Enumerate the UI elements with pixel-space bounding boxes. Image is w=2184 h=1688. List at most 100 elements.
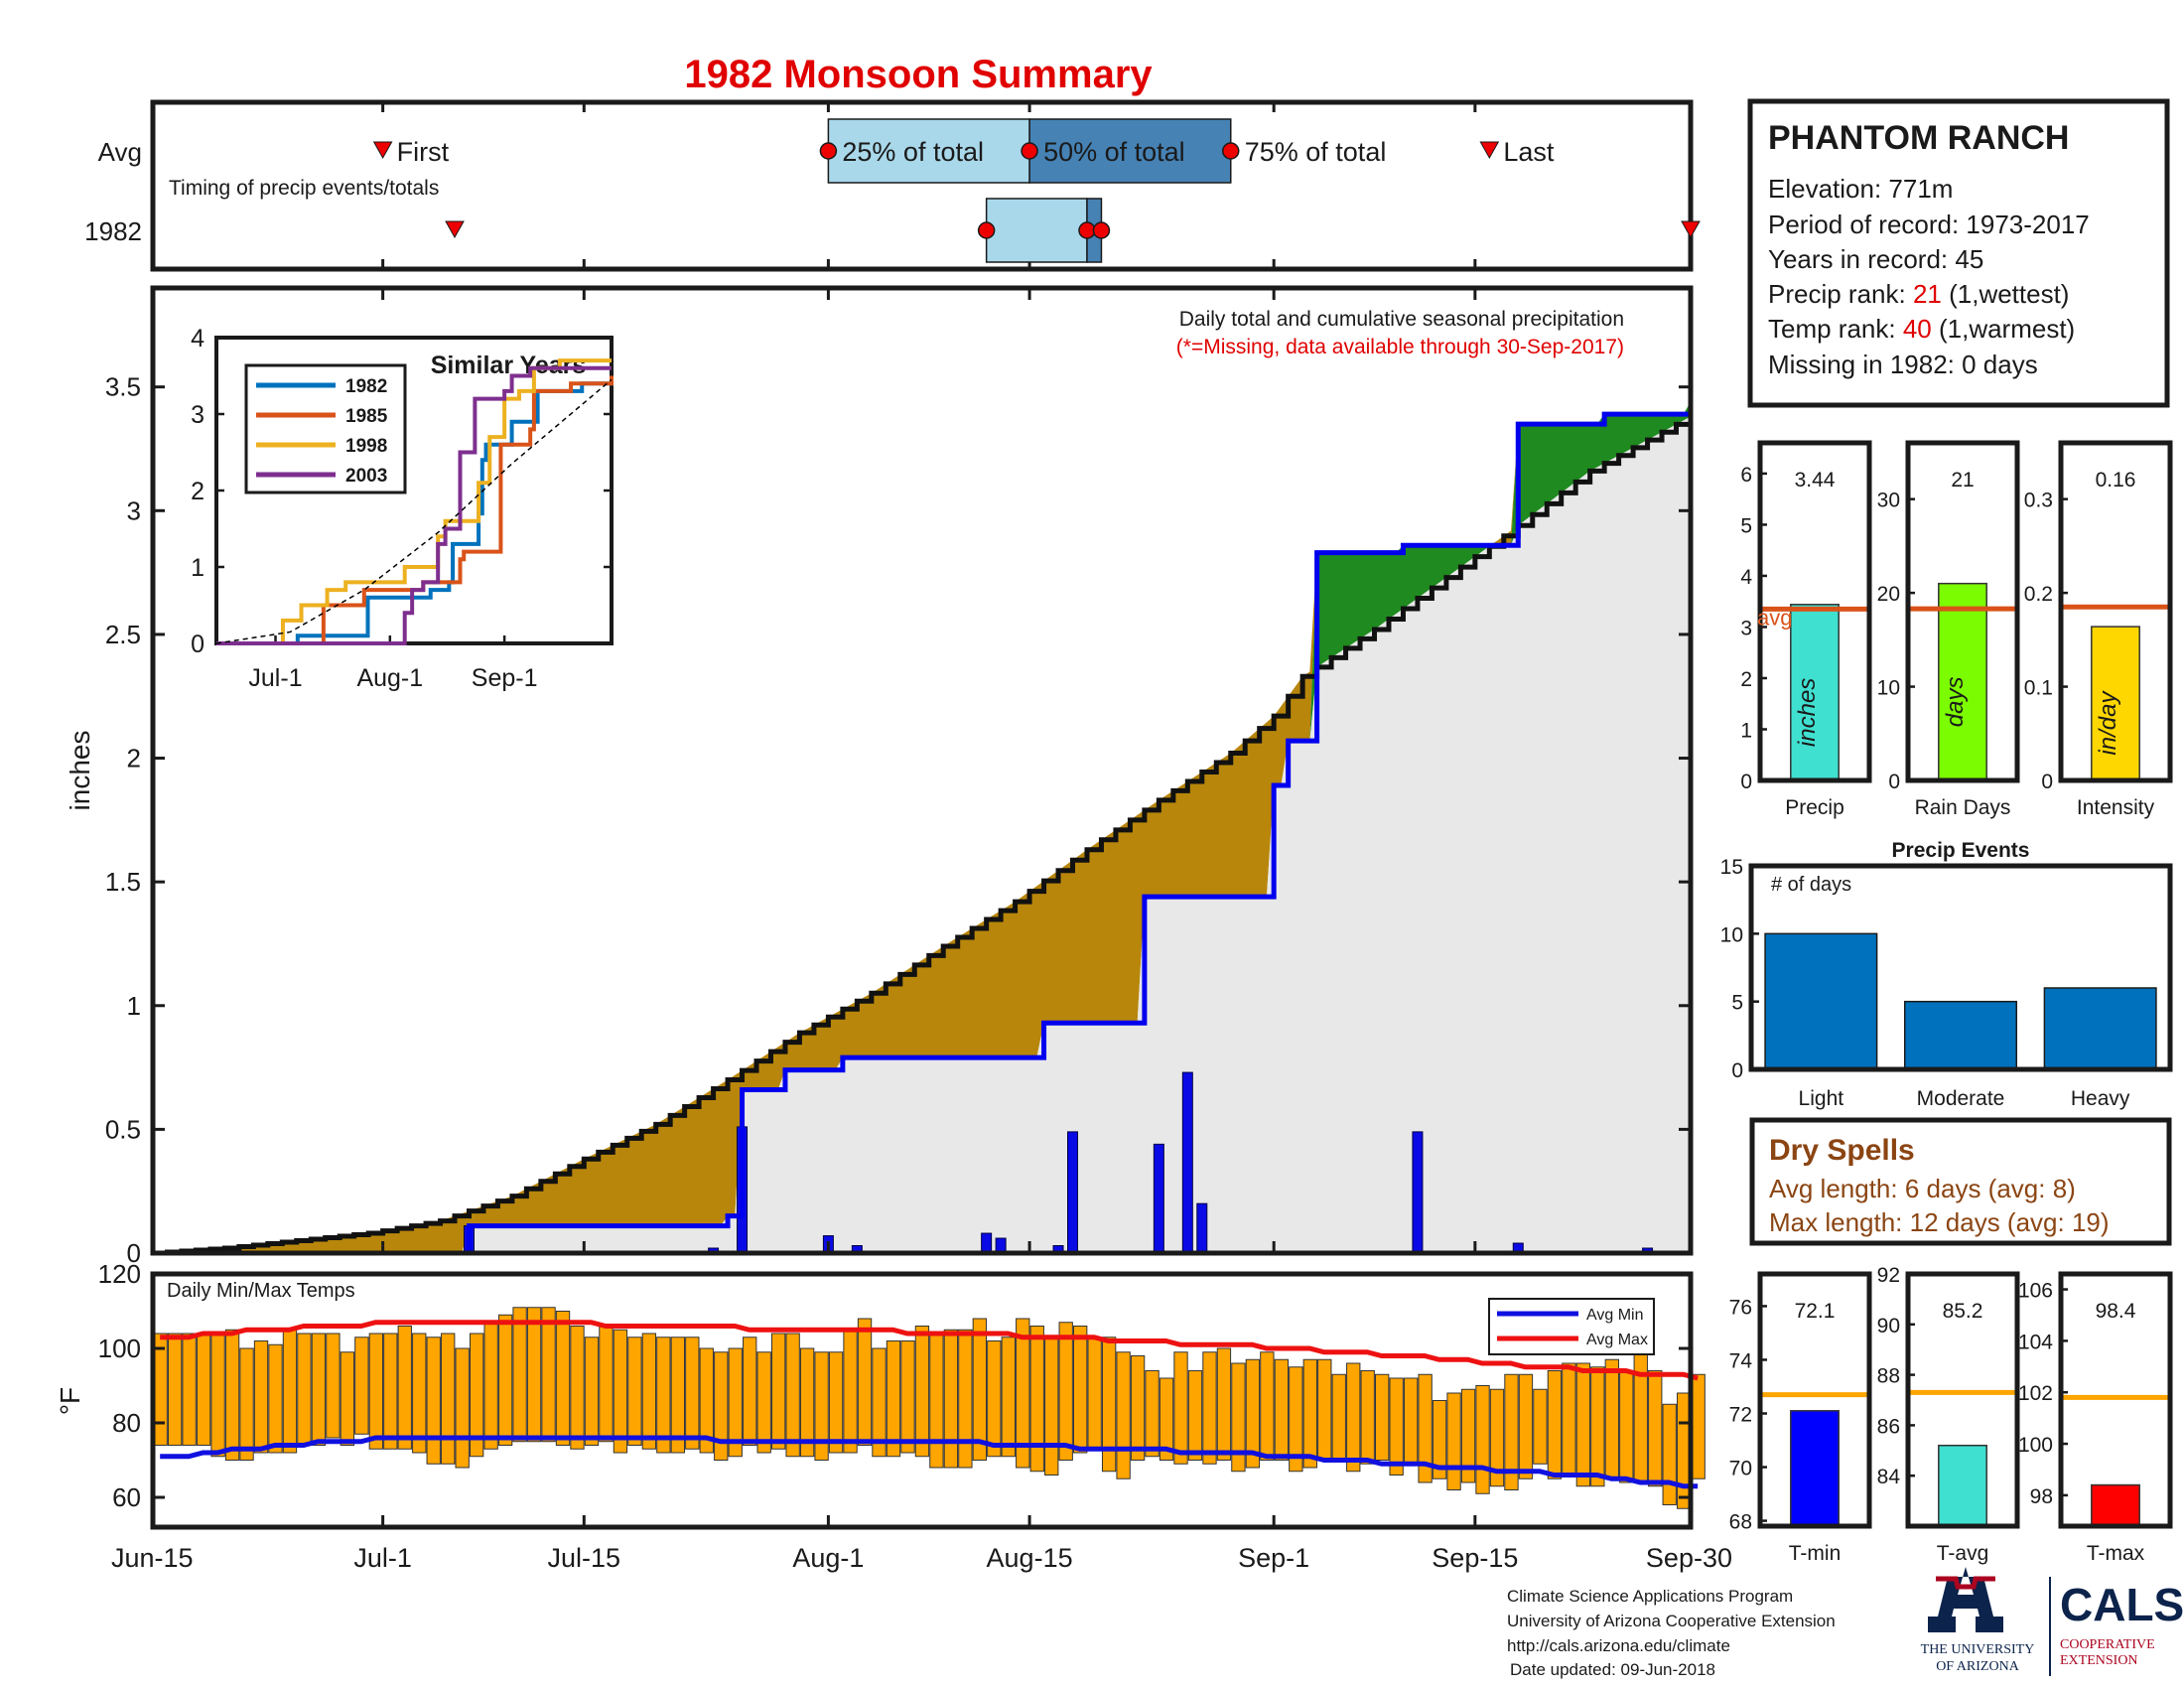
tmin_mean-ytick-label: 68	[1729, 1511, 1752, 1534]
inset-legend-label: 1985	[345, 406, 388, 427]
daily-temp-bar	[1302, 1358, 1317, 1469]
intensity-category-label: Intensity	[2077, 796, 2155, 819]
daily-temp-bar	[354, 1336, 369, 1435]
events-category-label: Moderate	[1917, 1087, 2005, 1110]
daily-temp-bar	[1145, 1370, 1160, 1458]
inset-ytick-label: 4	[191, 325, 205, 352]
temp-title: Daily Min/Max Temps	[167, 1280, 355, 1302]
daily-temp-bar	[297, 1333, 312, 1446]
daily-temp-bar	[455, 1347, 470, 1469]
daily-temp-bar	[1360, 1370, 1375, 1465]
coop-line1: COOPERATIVE	[2060, 1637, 2155, 1652]
precip-ytick-label: 1	[127, 991, 141, 1021]
temp-ytick-label: 100	[98, 1334, 141, 1363]
daily-temp-bar	[1504, 1373, 1519, 1490]
daily-temp-bar	[441, 1333, 456, 1465]
daily-temp-bar	[253, 1340, 269, 1454]
daily-temp-bar	[340, 1351, 355, 1446]
inset-legend-label: 1998	[345, 436, 387, 457]
daily-temp-bar	[1231, 1362, 1246, 1473]
daily-precip-bar	[1196, 1202, 1208, 1254]
temp-rank-value: 40	[1903, 314, 1932, 344]
dry-spells-max: Max length: 12 days (avg: 19)	[1769, 1207, 2110, 1237]
daily-temp-bar	[1087, 1336, 1102, 1450]
timing-box-25-50	[985, 198, 1088, 263]
daily-temp-bar	[756, 1351, 771, 1454]
tavg_mean-frame	[1905, 1271, 2020, 1529]
daily-temp-bar	[526, 1307, 542, 1443]
daily-temp-bar	[1389, 1377, 1404, 1476]
station-period: Period of record: 1973-2017	[1768, 210, 2090, 239]
inset-xtick-label: Sep-1	[472, 664, 538, 692]
daily-temp-bar	[584, 1336, 600, 1446]
daily-temp-bar	[814, 1351, 829, 1461]
daily-temp-bar	[210, 1333, 225, 1458]
daily-temp-bar	[685, 1336, 700, 1450]
daily-temp-bar	[987, 1340, 1002, 1458]
tavg_mean-value-label: 85.2	[1943, 1300, 1983, 1323]
tavg_mean-category-label: T-avg	[1937, 1542, 1989, 1565]
tmax_mean-ytick-label: 106	[2018, 1280, 2053, 1303]
daily-temp-bar	[1619, 1370, 1634, 1483]
precip_totals-ytick-label: 1	[1740, 719, 1752, 742]
events-bar	[1903, 1000, 2018, 1070]
footer-line4: Date updated: 09-Jun-2018	[1510, 1660, 1715, 1679]
timing-panel: Avg 1982 Timing of precip events/totals Fir…	[84, 99, 1701, 272]
intensity-ytick-label: 0	[2041, 771, 2053, 793]
inset-series-line	[216, 380, 614, 645]
intensity-frame	[2058, 440, 2173, 783]
daily-temp-bar	[570, 1326, 585, 1450]
precip-ytick-label: 0.5	[105, 1114, 141, 1144]
daily-temp-bar	[282, 1329, 298, 1454]
daily-temp-bar	[1648, 1370, 1663, 1487]
daily-temp-bar	[886, 1340, 901, 1458]
xaxis-label: Sep-30	[1646, 1543, 1732, 1573]
daily-temp-bar	[1403, 1377, 1419, 1465]
daily-temp-bar	[728, 1347, 743, 1458]
daily-temp-bar	[1432, 1400, 1447, 1479]
daily-temp-bar	[268, 1343, 283, 1454]
tavg_mean-ytick-label: 88	[1877, 1365, 1900, 1388]
footer-line2: University of Arizona Cooperative Extens…	[1507, 1612, 1836, 1630]
daily-temp-bar	[555, 1311, 571, 1446]
precip_totals-unit-label: inches	[1794, 678, 1821, 747]
precip-events-chart: Light Moderate Heavy 0 5 10 15 Precip Events # o…	[1720, 839, 2173, 1110]
timing-quantile-marker	[1021, 142, 1038, 160]
tmin_mean-frame	[1757, 1271, 1872, 1529]
tmax_mean-bar	[2091, 1483, 2140, 1527]
daily-temp-bar	[167, 1333, 183, 1446]
chart-title: 1982 Monsoon Summary	[684, 53, 1153, 96]
precip-ytick-label: 1.5	[105, 867, 141, 897]
daily-temp-bar	[857, 1318, 873, 1446]
station-elevation: Elevation: 771m	[1768, 174, 1953, 204]
precip-note: Daily total and cumulative seasonal prec…	[1179, 308, 1624, 331]
daily-temp-bar	[958, 1329, 973, 1469]
daily-temp-bar	[670, 1336, 686, 1454]
precip-ytick-label: 2	[127, 744, 141, 774]
daily-temp-bar	[627, 1336, 642, 1446]
precip_totals-category-label: Precip	[1785, 796, 1844, 819]
temp-rank-label: Temp rank:	[1768, 314, 1903, 344]
precip_totals-value-label: 3.44	[1795, 469, 1836, 492]
daily-temp-bar	[1202, 1351, 1217, 1465]
daily-precip-bar	[1181, 1071, 1193, 1254]
daily-temp-bar	[1418, 1373, 1433, 1483]
daily-temp-bar	[383, 1333, 398, 1450]
precip-ytick-label: 0	[127, 1238, 141, 1268]
temp-frame	[150, 1271, 1694, 1530]
timing-quantile-marker	[819, 142, 838, 160]
station-name: PHANTOM RANCH	[1768, 119, 2069, 157]
daily-temp-bar	[1489, 1388, 1505, 1487]
dry-spells-avg: Avg length: 6 days (avg: 8)	[1769, 1174, 2076, 1203]
timing-quantile-marker	[1078, 221, 1096, 239]
rain_days-ytick-label: 0	[1888, 771, 1900, 793]
tmin_mean-ytick-label: 72	[1729, 1404, 1752, 1427]
daily-temp-bar	[196, 1333, 211, 1446]
tmax_mean-ytick-label: 98	[2030, 1485, 2053, 1508]
daily-temp-bar	[426, 1336, 441, 1465]
daily-precip-bar	[981, 1232, 993, 1254]
inset-ytick-label: 3	[191, 401, 205, 429]
temp-ytick-label: 60	[112, 1482, 141, 1512]
daily-temp-bar	[1575, 1362, 1591, 1487]
tmax_mean-ytick-label: 102	[2018, 1382, 2053, 1405]
